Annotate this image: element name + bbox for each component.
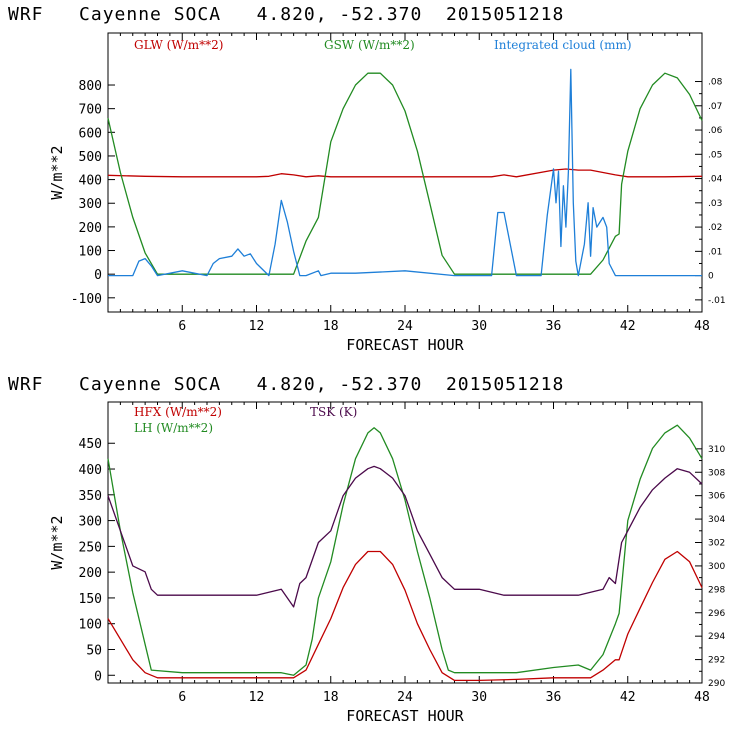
y-tick-label: 500	[79, 150, 102, 165]
legend-entry-2: LH (W/m**2)	[134, 421, 213, 435]
y-tick-label: 450	[79, 437, 102, 452]
y-tick-label: 0	[94, 669, 102, 684]
y-axis-label: W/m**2	[48, 145, 66, 199]
chart-1-title: WRF Cayenne SOCA 4.820, -52.370 20150512…	[8, 4, 565, 25]
y-tick-label: 50	[86, 643, 102, 658]
series-line-2	[107, 424, 703, 676]
y-tick-label: 350	[79, 489, 102, 504]
y2-tick-label: .03	[708, 199, 722, 209]
x-tick-label: 36	[546, 690, 562, 705]
series-line-1	[107, 550, 703, 682]
y2-tick-label: -.01	[708, 296, 726, 306]
series-line-3	[108, 68, 702, 277]
y-tick-label: 200	[79, 221, 102, 236]
x-tick-label: 6	[178, 690, 186, 705]
legend-entry-3: Integrated cloud (mm)	[494, 38, 632, 52]
y2-tick-label: 304	[708, 515, 725, 525]
chart-1-plot: 6 12 18 24 30 36 42 48 -100 0 100 200 300 400 500 600 70…	[48, 32, 726, 354]
x-tick-label: 18	[323, 690, 339, 705]
x-tick-label: 6	[178, 319, 186, 334]
y2-tick-label: .04	[708, 175, 723, 185]
x-tick-label: 48	[694, 690, 710, 705]
y-tick-label: 0	[94, 268, 102, 283]
y2-tick-label: .08	[708, 78, 723, 88]
x-tick-label: 12	[249, 690, 265, 705]
y2-tick-label: 308	[708, 468, 725, 478]
x-tick-label: 30	[471, 319, 487, 334]
x-tick-label: 24	[397, 319, 413, 334]
legend-entry-2: GSW (W/m**2)	[324, 38, 415, 52]
x-tick-label: 24	[397, 690, 413, 705]
y-tick-label: 600	[79, 126, 102, 141]
y-tick-label: 700	[79, 103, 102, 118]
y2-tick-label: 294	[708, 632, 725, 642]
y2-tick-label: 292	[708, 656, 725, 666]
y-tick-label: 400	[79, 463, 102, 478]
series-line-1	[107, 168, 703, 178]
y-tick-label: -100	[71, 292, 102, 307]
y2-tick-label: .01	[708, 247, 722, 257]
y2-tick-label: 296	[708, 609, 725, 619]
legend-entry-3: TSK (K)	[310, 405, 357, 419]
series-line-3	[107, 465, 703, 608]
x-tick-label: 42	[620, 690, 636, 705]
x-tick-label: 48	[694, 319, 710, 334]
y2-tick-label: 298	[708, 585, 725, 595]
y2-tick-label: 306	[708, 492, 725, 502]
y-tick-label: 100	[79, 618, 102, 633]
x-axis-label: FORECAST HOUR	[346, 336, 464, 354]
x-tick-label: 36	[546, 319, 562, 334]
x-tick-label: 18	[323, 319, 339, 334]
y-tick-label: 100	[79, 245, 102, 260]
x-tick-label: 12	[249, 319, 265, 334]
y2-tick-label: .06	[708, 126, 723, 136]
plot-frame	[107, 401, 703, 684]
chart-2-plot: 6 12 18 24 30 36 42 48 0 50 100 150 200 250 300 350 400 4…	[48, 401, 725, 725]
x-tick-label: 42	[620, 319, 636, 334]
y-tick-label: 300	[79, 197, 102, 212]
y-tick-label: 250	[79, 540, 102, 555]
y2-tick-label: .05	[708, 150, 722, 160]
y-tick-label: 800	[79, 79, 102, 94]
chart-2-title: WRF Cayenne SOCA 4.820, -52.370 20150512…	[8, 374, 565, 395]
series-line-2	[107, 72, 703, 275]
x-tick-label: 30	[471, 690, 487, 705]
y2-tick-label: 310	[708, 445, 725, 455]
y-tick-label: 300	[79, 515, 102, 530]
y2-tick-label: 0	[708, 272, 714, 282]
y2-tick-label: 300	[708, 562, 725, 572]
y-axis-label: W/m**2	[48, 515, 66, 569]
y2-tick-label: .07	[708, 102, 722, 112]
y2-tick-label: 290	[708, 679, 725, 689]
legend-entry-1: GLW (W/m**2)	[134, 38, 223, 52]
y2-tick-label: .02	[708, 223, 722, 233]
y-tick-label: 150	[79, 592, 102, 607]
x-axis-label: FORECAST HOUR	[346, 707, 464, 725]
legend-entry-1: HFX (W/m**2)	[134, 405, 222, 419]
y2-tick-label: 302	[708, 539, 725, 549]
y-tick-label: 400	[79, 174, 102, 189]
y-tick-label: 200	[79, 566, 102, 581]
